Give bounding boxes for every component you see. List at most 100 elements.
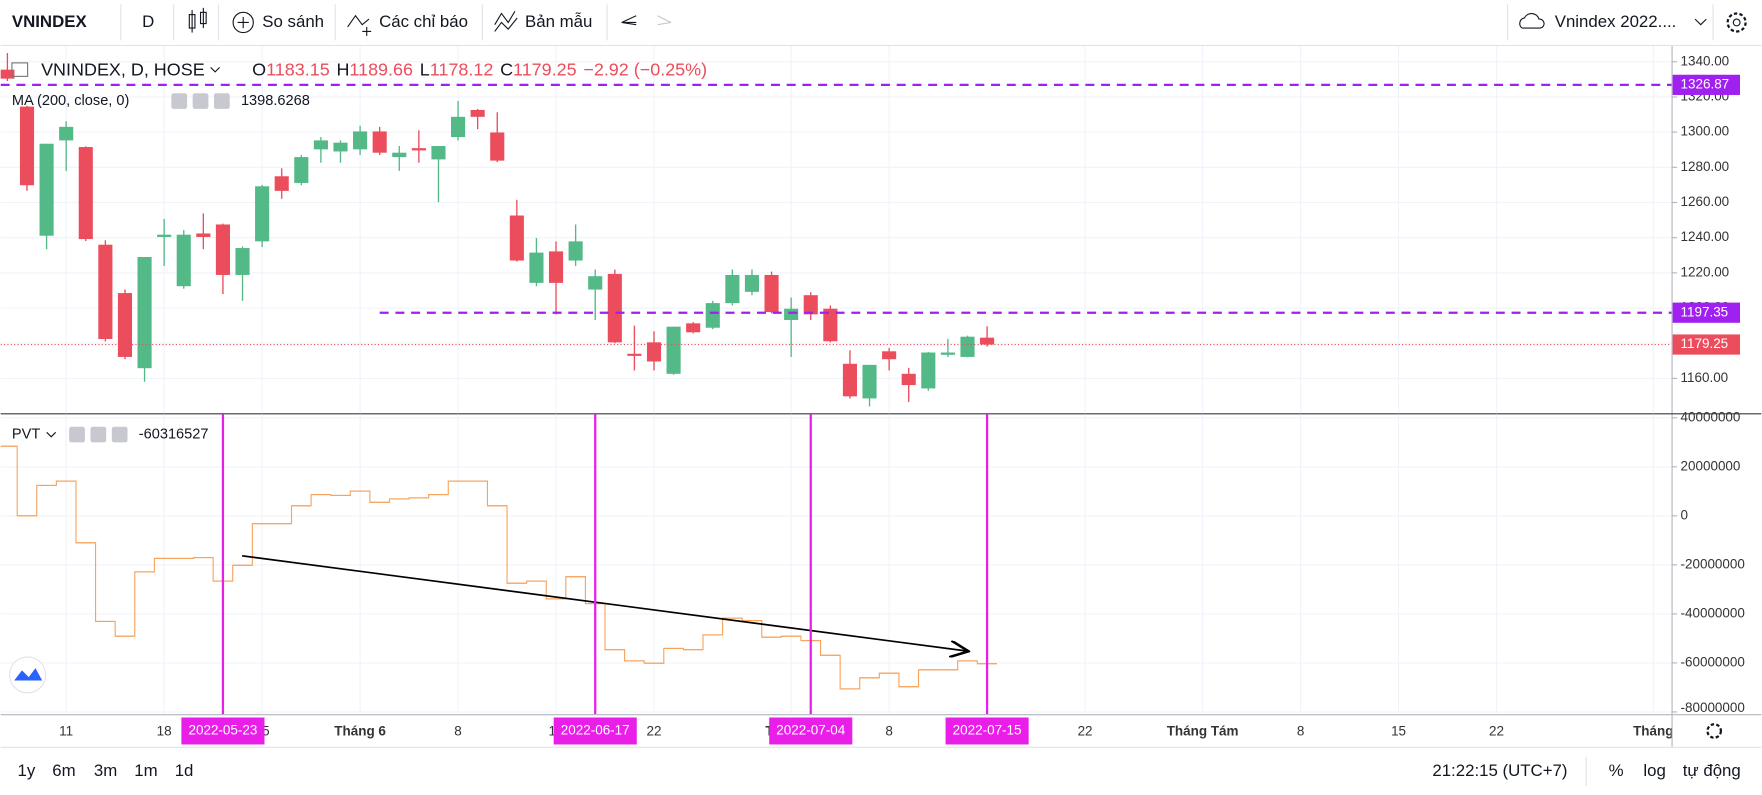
high-value: 1189.66 bbox=[349, 59, 413, 79]
candle-body bbox=[568, 241, 583, 261]
candle-body bbox=[333, 142, 348, 152]
y-tick-label: -60000000 bbox=[1680, 654, 1744, 669]
ma-name[interactable]: MA (200, close, 0) bbox=[12, 93, 130, 109]
y-tick-label: 40000000 bbox=[1680, 409, 1740, 424]
y-tick-label: 20000000 bbox=[1680, 458, 1740, 473]
candle-body bbox=[705, 303, 720, 328]
low-value: 1178.12 bbox=[430, 59, 494, 79]
grid bbox=[0, 46, 1672, 715]
log-toggle[interactable]: log bbox=[1643, 761, 1665, 780]
y-tick-label: 1260.00 bbox=[1680, 194, 1729, 209]
ohlc-values: O1183.15 H1189.66 L1178.12 C1179.25 −2.92 (−… bbox=[252, 59, 707, 79]
redo-button[interactable] bbox=[657, 15, 672, 26]
candle-body bbox=[470, 109, 485, 117]
candle-body bbox=[509, 215, 524, 261]
y-tick-label: 1300.00 bbox=[1680, 124, 1729, 139]
candle-body bbox=[274, 176, 289, 191]
price-label: 1197.35 bbox=[1680, 304, 1728, 319]
candle-body bbox=[137, 257, 152, 369]
x-tick-label: Tháng 6 bbox=[334, 724, 386, 739]
range-button[interactable]: 1y bbox=[18, 761, 36, 780]
low-label: L bbox=[420, 59, 430, 79]
price-label-box bbox=[1672, 302, 1741, 323]
candle-body bbox=[901, 373, 916, 386]
series-title[interactable]: VNINDEX, D, HOSE bbox=[41, 59, 205, 79]
symbol-search[interactable]: VNINDEX bbox=[12, 12, 88, 31]
high-label: H bbox=[336, 59, 349, 79]
candle-body bbox=[784, 308, 799, 320]
undo-button[interactable] bbox=[621, 15, 637, 26]
candle-body bbox=[960, 336, 975, 357]
x-tick-label: 22 bbox=[1078, 724, 1093, 739]
range-button[interactable]: 3m bbox=[94, 761, 117, 780]
date-label: 2022-07-04 bbox=[776, 723, 845, 738]
y-tick-label: 1160.00 bbox=[1680, 370, 1728, 385]
percent-toggle[interactable]: % bbox=[1609, 761, 1624, 780]
auto-toggle[interactable]: tự động bbox=[1683, 761, 1741, 780]
indicators-label: Các chỉ báo bbox=[379, 12, 468, 31]
open-value: 1183.15 bbox=[266, 59, 330, 79]
compare-button[interactable]: So sánh bbox=[232, 11, 324, 34]
series-menu[interactable] bbox=[210, 66, 221, 73]
axes: 111825Tháng 681522Tháng 7822Tháng Tám815… bbox=[59, 53, 1745, 745]
candle-body bbox=[607, 273, 622, 343]
candle-body bbox=[744, 274, 760, 292]
date-label: 2022-05-23 bbox=[188, 723, 257, 738]
candle-body bbox=[157, 234, 172, 237]
candle-body bbox=[823, 308, 838, 342]
candle-body bbox=[353, 131, 368, 150]
chart-style-button[interactable] bbox=[188, 7, 207, 33]
candle-body bbox=[764, 274, 779, 313]
candle-body bbox=[529, 252, 544, 283]
candle-body bbox=[78, 147, 93, 240]
candle-body bbox=[803, 295, 818, 315]
indicators-button[interactable]: Các chỉ báo bbox=[347, 12, 468, 36]
candle-body bbox=[548, 251, 564, 283]
candle-body bbox=[588, 276, 603, 290]
range-button[interactable]: 1m bbox=[134, 761, 157, 780]
layout-button[interactable]: Vnindex 2022.... bbox=[1519, 12, 1707, 31]
range-button[interactable]: 1d bbox=[175, 761, 194, 780]
candle-body bbox=[255, 186, 270, 242]
candle-body bbox=[627, 353, 642, 356]
date-label-box bbox=[945, 717, 1029, 745]
candle-body bbox=[196, 233, 211, 237]
price-label-box bbox=[1672, 74, 1741, 95]
candle-body bbox=[372, 131, 387, 153]
pvt-buttons[interactable] bbox=[69, 426, 128, 443]
candle-body bbox=[39, 143, 54, 236]
candle-body bbox=[842, 363, 857, 397]
x-tick-label: Tháng Tám bbox=[1167, 724, 1239, 739]
x-tick-label: 22 bbox=[647, 724, 662, 739]
change: −2.92 (−0.25%) bbox=[583, 59, 707, 79]
range-button[interactable]: 6m bbox=[52, 761, 75, 780]
ma-buttons[interactable] bbox=[171, 93, 230, 109]
templates-button[interactable]: Bản mẫu bbox=[494, 10, 593, 32]
pvt-connector bbox=[0, 445, 997, 690]
time-axis-settings[interactable] bbox=[1706, 723, 1723, 739]
x-tick-label: 15 bbox=[1391, 724, 1406, 739]
candle-body bbox=[862, 364, 877, 399]
settings-button[interactable] bbox=[1726, 12, 1747, 33]
candle-body bbox=[980, 337, 995, 345]
interval-button[interactable]: D bbox=[142, 12, 154, 31]
layout-label: Vnindex 2022.... bbox=[1555, 12, 1677, 31]
candle-body bbox=[392, 152, 407, 158]
pvt-menu[interactable] bbox=[46, 431, 57, 438]
price-legend: VNINDEX, D, HOSE O1183.15 H1189.66 L1178.1… bbox=[11, 59, 707, 109]
x-tick-label: 11 bbox=[59, 724, 73, 739]
pvt-pane bbox=[0, 445, 997, 690]
close-value: 1179.25 bbox=[513, 59, 577, 79]
y-tick-label: -20000000 bbox=[1680, 556, 1744, 571]
ma-value: 1398.6268 bbox=[241, 93, 310, 109]
y-tick-label: 0 bbox=[1680, 507, 1687, 522]
pvt-name[interactable]: PVT bbox=[12, 426, 40, 442]
candle-body bbox=[117, 293, 133, 357]
pvt-value: -60316527 bbox=[139, 426, 209, 442]
templates-label: Bản mẫu bbox=[525, 12, 592, 31]
candle-body bbox=[725, 274, 740, 304]
x-tick-label: 22 bbox=[1489, 724, 1504, 739]
y-tick-label: 1220.00 bbox=[1680, 264, 1729, 279]
x-tick-label: 8 bbox=[1297, 724, 1305, 739]
x-tick-label: Tháng bbox=[1633, 724, 1673, 739]
